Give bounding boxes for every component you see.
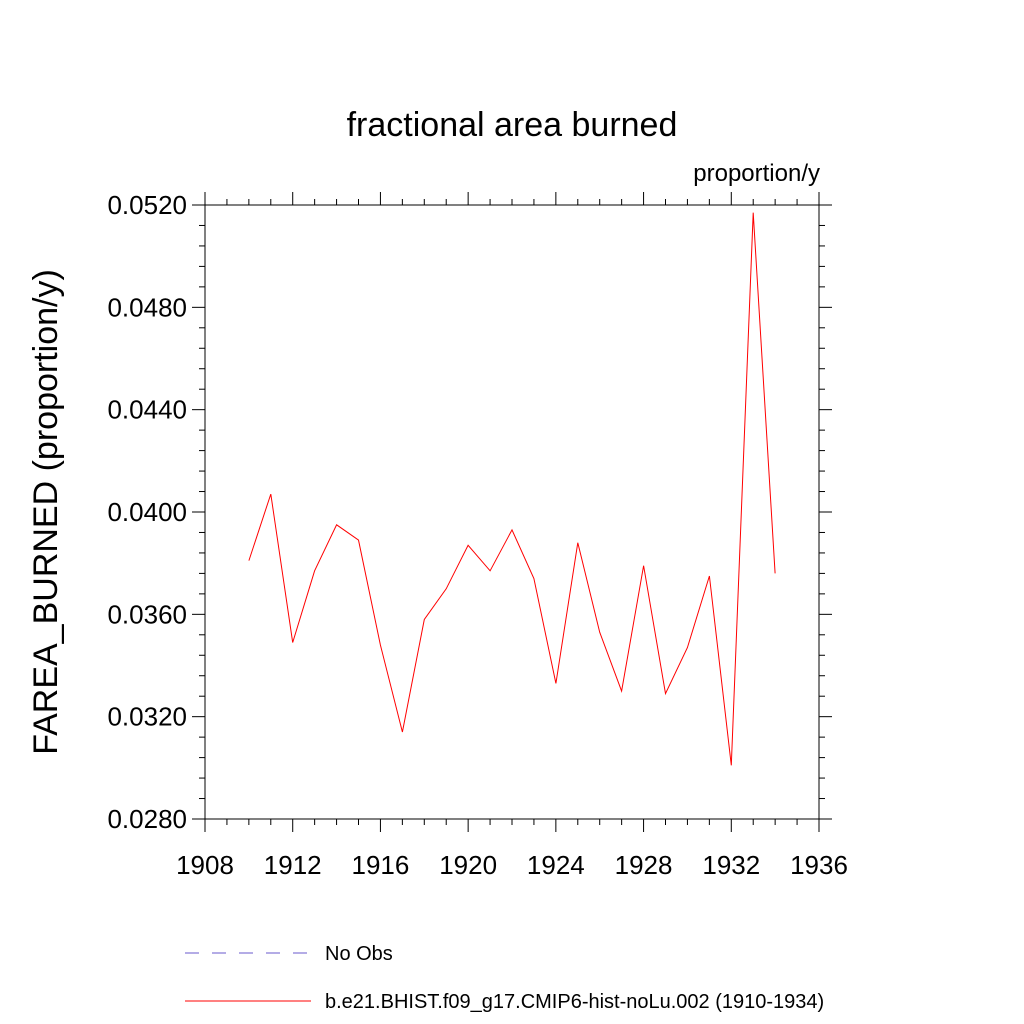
y-tick-labels: 0.0280 0.0320 0.0360 0.0400 0.0440 0.0480 0.05… (107, 190, 187, 834)
x-tick-label: 1924 (527, 850, 585, 880)
x-tick-label: 1928 (615, 850, 673, 880)
x-tick-label: 1912 (264, 850, 322, 880)
x-tick-label: 1920 (439, 850, 497, 880)
minor-ticks (199, 199, 825, 825)
y-tick-label: 0.0360 (107, 599, 187, 629)
x-tick-label: 1916 (352, 850, 410, 880)
y-tick-label: 0.0280 (107, 804, 187, 834)
x-tick-label: 1936 (790, 850, 848, 880)
x-tick-labels: 1908 1912 1916 1920 1924 1928 1932 1936 (176, 850, 848, 880)
y-tick-label: 0.0480 (107, 292, 187, 322)
legend-label: No Obs (325, 943, 393, 965)
series-layer (248, 212, 776, 766)
y-tick-label: 0.0520 (107, 190, 187, 220)
legend: No Obs b.e21.BHIST.f09_g17.CMIP6-hist-noL… (185, 943, 824, 1013)
chart-title: fractional area burned (347, 106, 678, 144)
y-tick-label: 0.0400 (107, 497, 187, 527)
y-tick-label: 0.0440 (107, 395, 187, 425)
units-label: proportion/y (693, 160, 820, 187)
x-tick-label: 1932 (702, 850, 760, 880)
major-ticks (192, 192, 832, 832)
y-axis-label: FAREA_BURNED (proportion/y) (27, 269, 65, 755)
series-line (248, 212, 776, 766)
y-tick-label: 0.0320 (107, 702, 187, 732)
x-tick-label: 1908 (176, 850, 234, 880)
legend-label: b.e21.BHIST.f09_g17.CMIP6-hist-noLu.002 … (325, 991, 824, 1013)
